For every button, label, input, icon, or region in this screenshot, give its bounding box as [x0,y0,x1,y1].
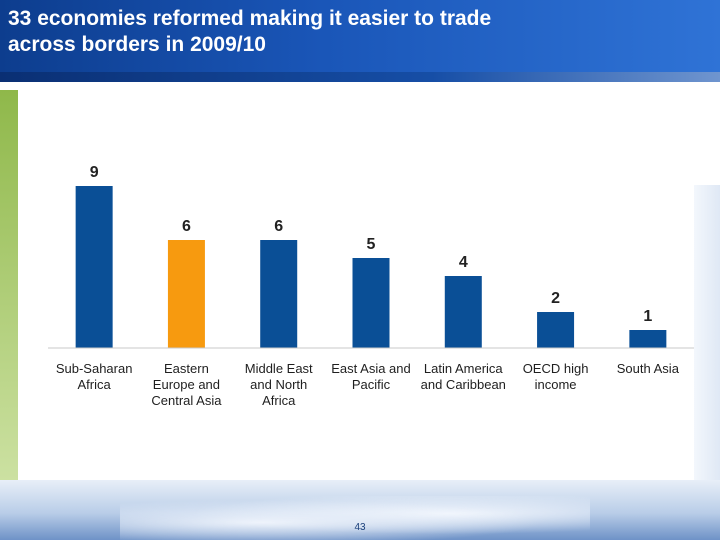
bar-value-label-5: 2 [551,290,560,307]
bar-1 [167,240,205,348]
category-labels-layer: Sub-Saharan Africa Eastern Europe and Centra… [56,361,680,408]
bar-value-label-2: 6 [274,218,283,235]
category-label-2: Middle East and North Africa [245,361,313,408]
bar-0 [75,186,113,348]
footer-world-map-graphic [120,496,590,540]
category-label-6: South Asia [617,361,680,376]
header-stripe [0,72,720,82]
bar-3 [352,258,390,348]
bar-value-label-0: 9 [90,164,99,181]
category-label-4: Latin America and Caribbean [421,361,506,392]
category-label-3: East Asia and Pacific [331,361,411,392]
bar-value-label-1: 6 [182,218,191,235]
bar-5 [537,312,575,348]
side-accent-bar [0,90,18,500]
right-decoration [694,185,720,485]
category-label-5: OECD high income [523,361,589,392]
bars-layer: 9 6 6 5 4 2 1 [75,164,667,348]
slide-title-line-1: 33 economies reformed making it easier t… [8,7,492,30]
bar-value-label-3: 5 [367,236,376,253]
slide-title-line-2: across borders in 2009/10 [8,33,266,56]
page-number: 43 [354,522,366,533]
bar-4 [444,276,482,348]
slide-title: 33 economies reformed making it easier t… [8,6,708,58]
bar-value-label-6: 1 [643,308,652,325]
bar-2 [260,240,298,348]
bar-6 [629,330,667,348]
category-label-0: Sub-Saharan Africa [56,361,133,392]
header-band [0,0,720,72]
bar-value-label-4: 4 [459,254,468,271]
category-label-1: Eastern Europe and Central Asia [151,361,222,408]
